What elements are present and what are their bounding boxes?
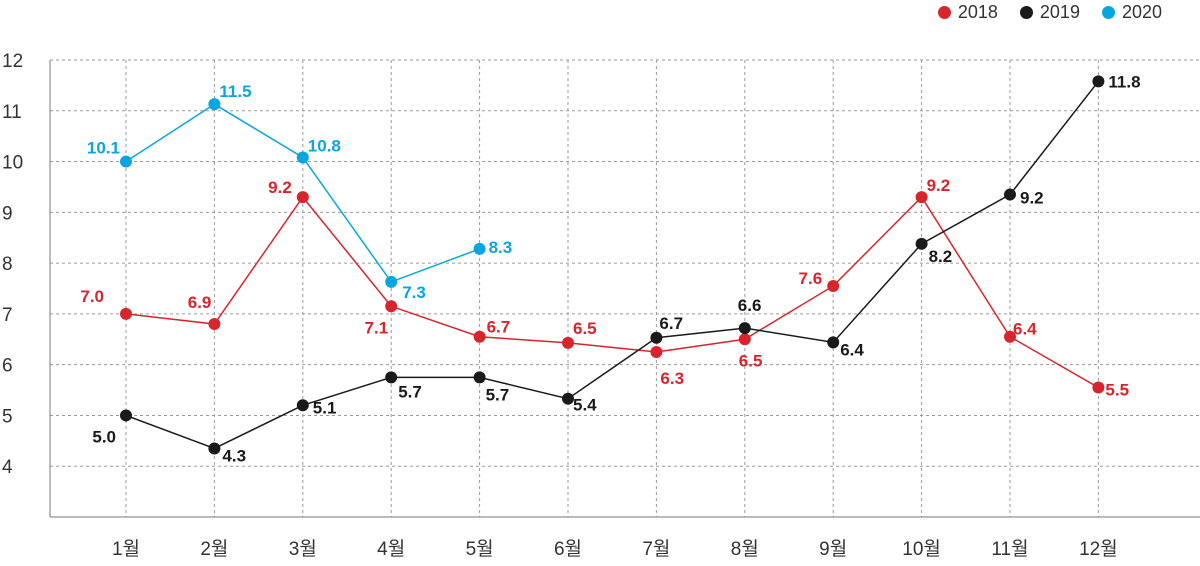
data-label-2019-6: 5.4 [573,396,597,415]
data-label-2020-3: 10.8 [308,136,341,155]
legend-item-2018: 2018 [937,2,998,23]
x-tick-label-8: 8월 [731,538,759,560]
data-point-2018-1 [120,307,132,320]
y-tick-label-10: 10 [2,153,23,174]
x-tick-label-9: 9월 [819,538,847,560]
data-point-2018-3 [296,191,309,204]
data-point-2018-10 [915,191,928,204]
data-label-2019-4: 5.7 [398,382,422,401]
data-label-2018-4: 7.1 [365,318,389,337]
data-point-2020-4 [385,275,398,288]
data-label-2019-5: 5.7 [486,385,510,404]
y-tick-label-9: 9 [2,203,13,224]
series-line-2018 [125,195,1099,389]
data-label-2018-5: 6.7 [487,318,511,337]
data-label-2020-1: 10.1 [87,139,120,158]
legend-marker-2019 [1019,6,1033,19]
data-label-2018-9: 7.6 [799,269,823,288]
data-point-2018-2 [208,318,221,331]
data-label-2018-3: 9.2 [268,178,292,197]
x-tick-label-4: 4월 [377,538,405,560]
data-point-2018-11 [1004,330,1016,343]
y-tick-label-6: 6 [2,356,13,377]
data-point-2019-10 [915,237,928,250]
data-point-2018-4 [385,300,398,313]
data-label-2019-1: 5.0 [92,427,116,446]
data-point-2018-8 [738,333,751,346]
data-label-2018-12: 5.5 [1105,381,1129,400]
data-point-2018-12 [1092,381,1105,394]
x-tick-label-10: 10월 [902,538,941,560]
legend-marker-2020 [1101,6,1115,19]
data-point-2018-6 [562,336,574,349]
data-label-2019-8: 6.6 [738,296,762,315]
legend: 2018 2019 2020 [937,2,1162,23]
data-point-2020-5 [473,242,486,255]
data-point-2020-1 [120,155,132,168]
data-label-2019-10: 8.2 [929,247,953,266]
data-label-2018-11: 6.4 [1013,320,1037,339]
data-label-2020-5: 8.3 [489,238,513,257]
data-label-2020-4: 7.3 [402,283,426,302]
x-tick-label-3: 3월 [289,538,317,560]
data-point-2018-7 [650,345,663,358]
data-point-2018-9 [827,279,840,292]
data-point-2018-5 [473,330,486,343]
legend-label-2019: 2019 [1039,2,1080,22]
data-label-2018-6: 6.5 [573,319,597,338]
x-tick-label-5: 5월 [466,538,494,560]
legend-label-2020: 2020 [1121,2,1162,22]
x-tick-label-1: 1월 [112,538,140,560]
data-point-2020-3 [296,151,309,164]
data-label-2020-2: 11.5 [219,82,251,101]
y-tick-label-12: 12 [2,51,23,72]
x-tick-label-2: 2월 [200,538,228,560]
y-tick-label-7: 7 [2,305,13,326]
data-label-2019-9: 6.4 [840,340,864,359]
data-point-2019-1 [120,409,132,422]
data-label-2018-10: 9.2 [927,176,951,195]
series-line-2019 [125,80,1099,450]
legend-label-2018: 2018 [957,2,998,22]
data-point-2020-2 [208,98,221,111]
x-tick-label-11: 11월 [991,538,1028,560]
data-label-2019-2: 4.3 [222,446,246,465]
data-point-2019-12 [1092,75,1105,88]
data-point-2019-11 [1004,188,1016,201]
data-point-2019-4 [385,371,398,384]
y-tick-label-5: 5 [2,406,13,427]
data-label-2019-12: 11.8 [1108,72,1140,91]
data-label-2018-7: 6.3 [660,369,684,388]
data-label-2018-2: 6.9 [188,293,212,312]
data-point-2019-6 [562,392,574,405]
data-label-2019-7: 6.7 [659,314,683,333]
data-point-2019-2 [208,442,221,455]
y-tick-label-4: 4 [2,457,13,478]
data-point-2019-5 [473,371,486,384]
legend-marker-2018 [937,6,951,19]
data-point-2019-8 [738,322,751,335]
y-tick-label-8: 8 [2,254,13,275]
data-point-2019-7 [650,331,663,344]
data-label-2019-11: 9.2 [1020,189,1044,208]
data-label-2019-3: 5.1 [313,398,337,417]
x-tick-label-6: 6월 [554,538,582,560]
legend-item-2020: 2020 [1101,2,1162,23]
legend-item-2019: 2019 [1019,2,1080,23]
x-tick-label-12: 12월 [1079,538,1118,560]
x-tick-label-7: 7월 [642,538,670,560]
data-point-2019-9 [827,336,840,349]
data-label-2018-8: 6.5 [739,351,763,370]
data-point-2019-3 [296,399,309,412]
y-tick-label-11: 11 [2,102,22,123]
data-label-2018-1: 7.0 [80,287,104,306]
